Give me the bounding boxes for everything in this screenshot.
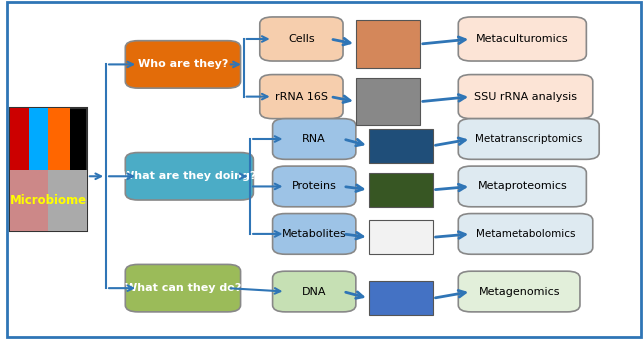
FancyBboxPatch shape [356, 20, 420, 68]
Text: Cells: Cells [288, 34, 315, 44]
FancyBboxPatch shape [459, 75, 592, 119]
FancyBboxPatch shape [126, 264, 241, 312]
FancyBboxPatch shape [10, 108, 87, 231]
FancyBboxPatch shape [29, 108, 51, 170]
Text: Proteins: Proteins [292, 181, 337, 192]
FancyBboxPatch shape [260, 17, 343, 61]
Text: Metaproteomics: Metaproteomics [477, 181, 567, 192]
FancyBboxPatch shape [459, 271, 580, 312]
Text: RNA: RNA [302, 134, 326, 144]
FancyBboxPatch shape [459, 17, 587, 61]
FancyBboxPatch shape [368, 129, 433, 163]
FancyBboxPatch shape [10, 108, 32, 170]
FancyBboxPatch shape [126, 153, 253, 200]
FancyBboxPatch shape [10, 170, 48, 231]
Text: What can they do?: What can they do? [125, 283, 241, 293]
FancyBboxPatch shape [368, 281, 433, 315]
FancyBboxPatch shape [459, 119, 599, 159]
FancyBboxPatch shape [126, 41, 241, 88]
Text: Metagenomics: Metagenomics [478, 286, 560, 297]
Text: Microbiome: Microbiome [10, 194, 87, 206]
FancyBboxPatch shape [459, 166, 587, 207]
FancyBboxPatch shape [368, 173, 433, 207]
FancyBboxPatch shape [272, 119, 356, 159]
FancyBboxPatch shape [272, 214, 356, 254]
FancyBboxPatch shape [272, 271, 356, 312]
Text: Metatranscriptomics: Metatranscriptomics [475, 134, 582, 144]
Text: What are they doing?: What are they doing? [122, 171, 256, 181]
Text: Metabolites: Metabolites [282, 229, 346, 239]
Text: Metametabolomics: Metametabolomics [476, 229, 575, 239]
FancyBboxPatch shape [48, 108, 70, 170]
FancyBboxPatch shape [368, 220, 433, 254]
FancyBboxPatch shape [272, 166, 356, 207]
Text: rRNA 16S: rRNA 16S [275, 92, 328, 102]
FancyBboxPatch shape [48, 170, 87, 231]
FancyBboxPatch shape [356, 78, 420, 125]
Text: SSU rRNA analysis: SSU rRNA analysis [474, 92, 577, 102]
Text: DNA: DNA [302, 286, 327, 297]
FancyBboxPatch shape [459, 214, 592, 254]
Text: Who are they?: Who are they? [138, 59, 228, 69]
FancyBboxPatch shape [260, 75, 343, 119]
Text: Metaculturomics: Metaculturomics [476, 34, 569, 44]
